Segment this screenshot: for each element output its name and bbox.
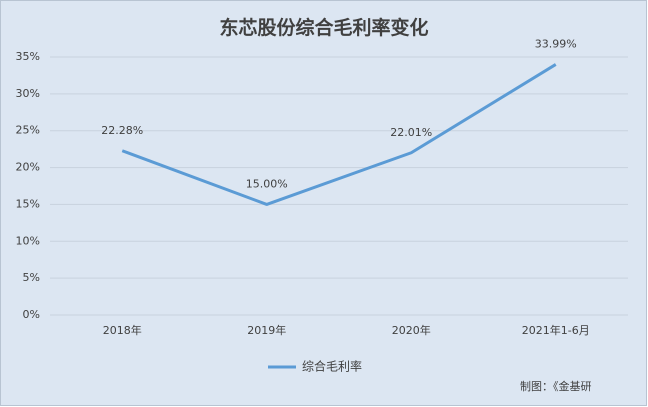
data-label: 15.00% [246, 177, 288, 190]
x-tick-label: 2021年1-6月 [522, 323, 590, 337]
source-note: 制图：《金基研 [520, 379, 592, 393]
data-line [121, 63, 557, 206]
y-tick-label: 20% [16, 161, 40, 174]
y-tick-label: 35% [16, 50, 40, 63]
y-tick-label: 0% [23, 308, 40, 321]
data-label: 22.28% [101, 124, 143, 137]
y-tick-label: 5% [23, 271, 40, 284]
x-tick-label: 2020年 [392, 323, 431, 337]
data-label: 33.99% [535, 37, 577, 50]
y-tick-label: 25% [16, 124, 40, 137]
y-tick-label: 10% [16, 234, 40, 247]
data-label: 22.01% [390, 126, 432, 139]
x-tick-label: 2019年 [247, 323, 286, 337]
legend-label: 综合毛利率 [302, 359, 362, 374]
y-tick-label: 15% [16, 197, 40, 210]
y-tick-label: 30% [16, 87, 40, 100]
x-tick-label: 2018年 [103, 323, 142, 337]
chart-title: 东芯股份综合毛利率变化 [219, 16, 428, 39]
